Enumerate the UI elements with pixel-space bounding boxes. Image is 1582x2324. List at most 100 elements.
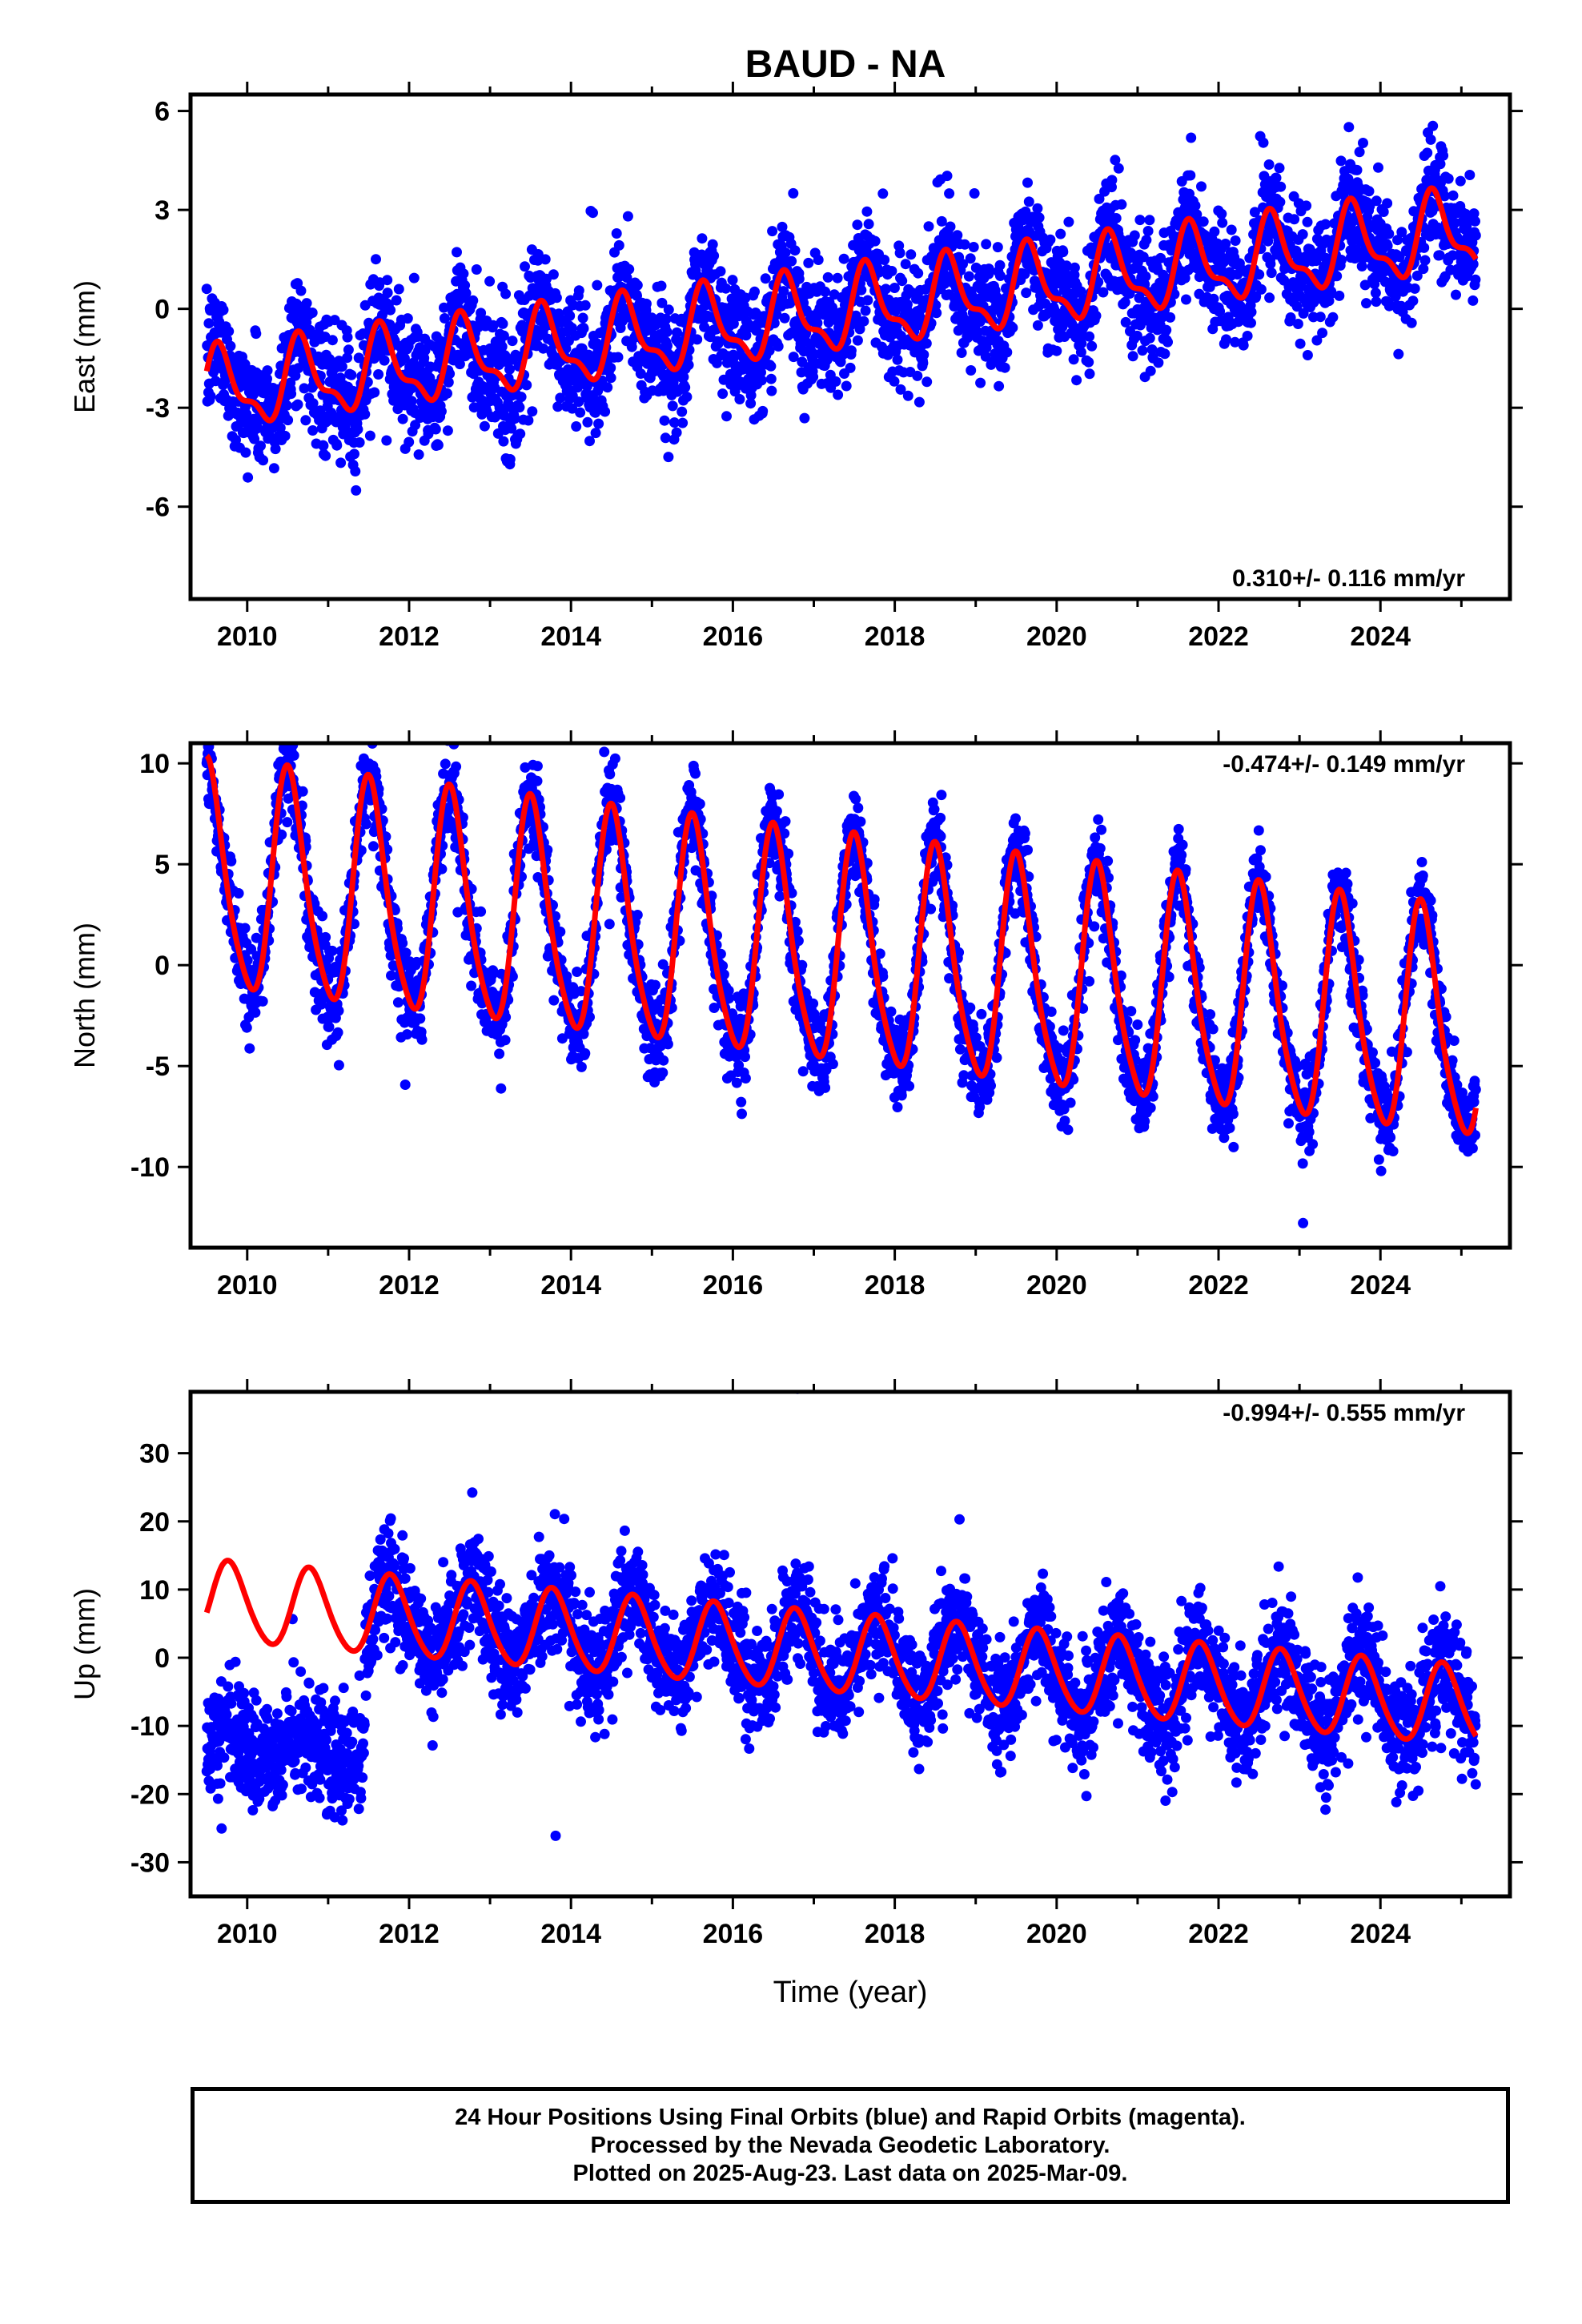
data-point xyxy=(667,400,678,412)
data-point xyxy=(727,275,738,286)
data-point xyxy=(1371,296,1382,308)
data-point xyxy=(771,309,782,320)
data-point xyxy=(1032,320,1043,331)
data-point xyxy=(283,415,294,426)
data-point xyxy=(371,254,381,265)
data-point xyxy=(548,995,560,1006)
data-point xyxy=(1317,328,1328,339)
data-point xyxy=(300,415,311,426)
data-point xyxy=(573,285,584,296)
data-point xyxy=(1068,354,1079,365)
data-point xyxy=(1249,207,1260,218)
east-y-axis-label: East (mm) xyxy=(68,280,101,413)
data-point xyxy=(1131,330,1142,341)
data-point xyxy=(1265,259,1276,269)
data-point xyxy=(1409,283,1420,294)
data-point xyxy=(516,392,527,403)
data-point xyxy=(923,221,934,232)
data-point xyxy=(498,330,509,341)
data-point xyxy=(364,430,375,441)
data-point xyxy=(1327,312,1339,323)
data-point xyxy=(275,422,286,433)
data-point xyxy=(1238,340,1249,351)
data-point xyxy=(468,295,479,306)
data-point xyxy=(894,247,905,259)
data-point xyxy=(367,841,379,852)
data-point xyxy=(622,211,633,222)
data-point xyxy=(343,344,354,356)
data-point xyxy=(575,407,586,418)
data-point xyxy=(1275,196,1286,207)
data-point xyxy=(582,416,593,428)
data-point xyxy=(863,219,874,230)
data-point xyxy=(1127,351,1138,362)
data-point xyxy=(958,259,968,270)
data-point xyxy=(402,313,413,324)
data-point xyxy=(671,427,682,438)
data-point xyxy=(1254,269,1265,280)
data-point xyxy=(397,413,408,424)
data-point xyxy=(331,440,343,451)
data-point xyxy=(1032,203,1043,214)
data-point xyxy=(573,396,584,408)
data-point xyxy=(496,1083,507,1094)
data-point xyxy=(1336,255,1347,266)
data-point xyxy=(336,361,347,372)
data-point xyxy=(734,394,745,404)
data-point xyxy=(952,230,963,241)
data-point xyxy=(504,364,515,375)
data-point xyxy=(1373,162,1383,173)
data-point xyxy=(244,1043,255,1054)
data-point xyxy=(333,1059,344,1071)
data-point xyxy=(1427,120,1439,131)
data-point xyxy=(307,308,318,318)
data-point xyxy=(281,400,292,411)
data-point xyxy=(327,335,338,346)
y-tick-label: 6 xyxy=(155,97,170,127)
data-point xyxy=(1034,212,1045,223)
data-point xyxy=(257,995,268,1007)
data-point xyxy=(1159,348,1170,360)
data-point xyxy=(1291,301,1303,312)
data-point xyxy=(1263,235,1274,247)
data-point xyxy=(1138,251,1149,263)
data-point xyxy=(1358,138,1368,148)
data-point xyxy=(1194,288,1205,300)
data-point xyxy=(514,402,525,413)
data-point xyxy=(1161,324,1172,336)
data-point xyxy=(580,300,591,311)
data-point xyxy=(1022,177,1033,188)
x-tick-label: 2020 xyxy=(1026,621,1087,652)
data-point xyxy=(1002,347,1013,358)
data-point xyxy=(288,750,299,761)
data-point xyxy=(555,927,566,937)
data-point xyxy=(709,250,720,261)
data-point xyxy=(460,287,472,299)
data-point xyxy=(1464,170,1476,180)
data-point xyxy=(476,906,487,917)
data-point xyxy=(382,287,393,299)
data-point xyxy=(780,247,791,258)
data-point xyxy=(471,264,482,275)
data-point xyxy=(442,388,452,399)
data-point xyxy=(662,340,673,352)
data-point xyxy=(656,280,667,292)
data-point xyxy=(1264,292,1275,304)
data-point xyxy=(1007,322,1018,333)
data-point xyxy=(889,283,900,293)
data-point xyxy=(318,440,329,451)
data-point xyxy=(1230,336,1241,348)
data-point xyxy=(766,385,777,396)
data-point xyxy=(379,355,390,366)
data-point xyxy=(788,352,799,363)
data-point xyxy=(479,420,490,432)
data-point xyxy=(663,452,674,463)
data-point xyxy=(764,345,775,356)
data-point xyxy=(897,275,908,287)
data-point xyxy=(327,945,338,956)
data-point xyxy=(808,372,819,383)
data-point xyxy=(241,1022,252,1033)
data-point xyxy=(243,472,254,483)
data-point xyxy=(1470,274,1481,285)
